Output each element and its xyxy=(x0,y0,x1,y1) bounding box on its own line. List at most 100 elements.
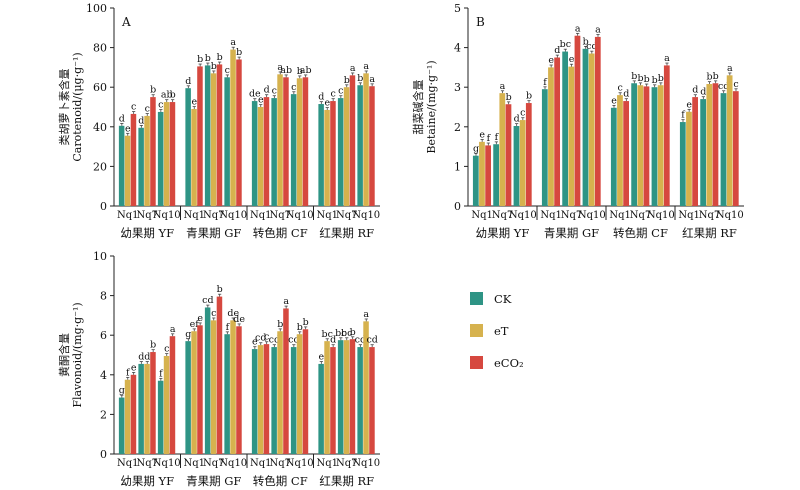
significance-label: b xyxy=(277,319,283,330)
panel-label: A xyxy=(121,15,131,29)
stage-label: 青果期 GF xyxy=(186,474,241,488)
significance-label: b xyxy=(170,90,176,101)
bar xyxy=(118,125,125,206)
y-axis-label: 类胡萝卜素含量Carotenoid/(μg·g⁻¹) xyxy=(57,52,84,161)
bar xyxy=(472,155,479,206)
bar xyxy=(686,111,692,206)
bar xyxy=(330,347,336,454)
bar xyxy=(330,101,336,206)
significance-label: a xyxy=(363,309,369,320)
significance-label: a xyxy=(575,23,581,34)
bar xyxy=(163,355,170,454)
bar xyxy=(118,397,125,454)
y-tick-label: 100 xyxy=(86,2,107,15)
bar xyxy=(130,374,137,454)
significance-label: ef xyxy=(190,319,201,330)
significance-label: cd xyxy=(202,295,213,306)
y-tick-label: 20 xyxy=(93,160,107,173)
significance-label: e xyxy=(479,129,485,140)
legend-swatch xyxy=(470,292,483,305)
legend-label: eCO₂ xyxy=(494,356,524,370)
x-tick-label: Nq7 xyxy=(136,458,158,469)
y-axis-label-cn: 黄酮含量 xyxy=(57,333,71,377)
significance-label: e xyxy=(197,313,203,324)
x-tick-label: Nq10 xyxy=(286,458,314,469)
x-tick-label: Nq1 xyxy=(316,458,338,469)
panel-label: B xyxy=(476,15,485,29)
y-tick-label: 3 xyxy=(454,81,461,94)
significance-label: b xyxy=(350,327,356,338)
significance-label: d xyxy=(185,76,191,87)
y-axis-label-en: Betaine/(mg·g⁻¹) xyxy=(425,60,438,153)
significance-label: a xyxy=(595,25,601,36)
bar xyxy=(204,307,211,454)
x-tick-label: Nq1 xyxy=(183,458,205,469)
bar xyxy=(357,347,363,454)
y-axis-label-en: Flavonoid/(mg·g⁻¹) xyxy=(71,302,84,407)
bar xyxy=(679,122,686,206)
bar xyxy=(157,380,164,454)
significance-label: de xyxy=(233,314,245,325)
significance-label: d xyxy=(700,87,706,98)
y-tick-label: 4 xyxy=(100,369,107,382)
y-axis-label-cn: 甜菜碱含量 xyxy=(411,80,425,135)
bar xyxy=(191,108,197,206)
bar xyxy=(706,84,713,206)
significance-label: b xyxy=(357,73,363,84)
significance-label: c xyxy=(264,332,269,343)
x-tick-label: Nq10 xyxy=(716,210,744,221)
x-tick-label: Nq1 xyxy=(250,458,272,469)
significance-label: de xyxy=(249,89,261,100)
legend-label: CK xyxy=(494,292,512,306)
significance-label: b xyxy=(303,317,309,328)
significance-label: a xyxy=(277,62,283,73)
bar xyxy=(210,73,217,206)
x-tick-label: Nq1 xyxy=(250,210,272,221)
x-tick-label: Nq1 xyxy=(609,210,631,221)
bar xyxy=(277,331,283,454)
y-tick-label: 10 xyxy=(93,250,107,263)
significance-label: cd xyxy=(366,335,377,346)
significance-label: e xyxy=(131,362,137,373)
bar xyxy=(318,104,324,206)
x-tick-label: Nq7 xyxy=(203,458,225,469)
x-tick-label: Nq10 xyxy=(153,210,181,221)
bar xyxy=(651,87,658,206)
significance-label: a xyxy=(369,74,375,85)
significance-label: b xyxy=(644,74,650,85)
significance-label: d xyxy=(264,85,270,96)
significance-label: d xyxy=(144,352,150,363)
stage-label: 青果期 GF xyxy=(544,226,599,240)
bar xyxy=(169,336,176,454)
x-tick-label: Nq7 xyxy=(630,210,652,221)
bar xyxy=(302,329,309,454)
x-tick-label: Nq10 xyxy=(219,210,247,221)
significance-label: a xyxy=(350,63,356,74)
bar xyxy=(251,101,258,206)
significance-label: b xyxy=(713,71,719,82)
bar xyxy=(369,86,375,206)
bar xyxy=(363,321,369,454)
significance-label: d xyxy=(138,352,144,363)
bar xyxy=(290,347,297,454)
y-tick-label: 0 xyxy=(100,200,107,213)
x-tick-label: Nq1 xyxy=(471,210,493,221)
x-tick-label: Nq10 xyxy=(153,458,181,469)
x-tick-label: Nq1 xyxy=(183,210,205,221)
bar xyxy=(157,111,164,206)
bar xyxy=(236,59,242,207)
x-tick-label: Nq7 xyxy=(492,210,514,221)
x-tick-label: Nq1 xyxy=(117,458,139,469)
significance-label: b xyxy=(506,92,512,103)
significance-label: e xyxy=(125,123,131,134)
bar xyxy=(230,49,236,206)
bar xyxy=(663,65,670,206)
significance-label: a xyxy=(727,63,733,74)
bar xyxy=(631,83,638,206)
significance-label: b xyxy=(217,52,223,63)
significance-label: b xyxy=(706,72,712,83)
bar xyxy=(554,57,561,206)
x-tick-label: Nq1 xyxy=(540,210,562,221)
significance-label: e xyxy=(548,55,554,66)
